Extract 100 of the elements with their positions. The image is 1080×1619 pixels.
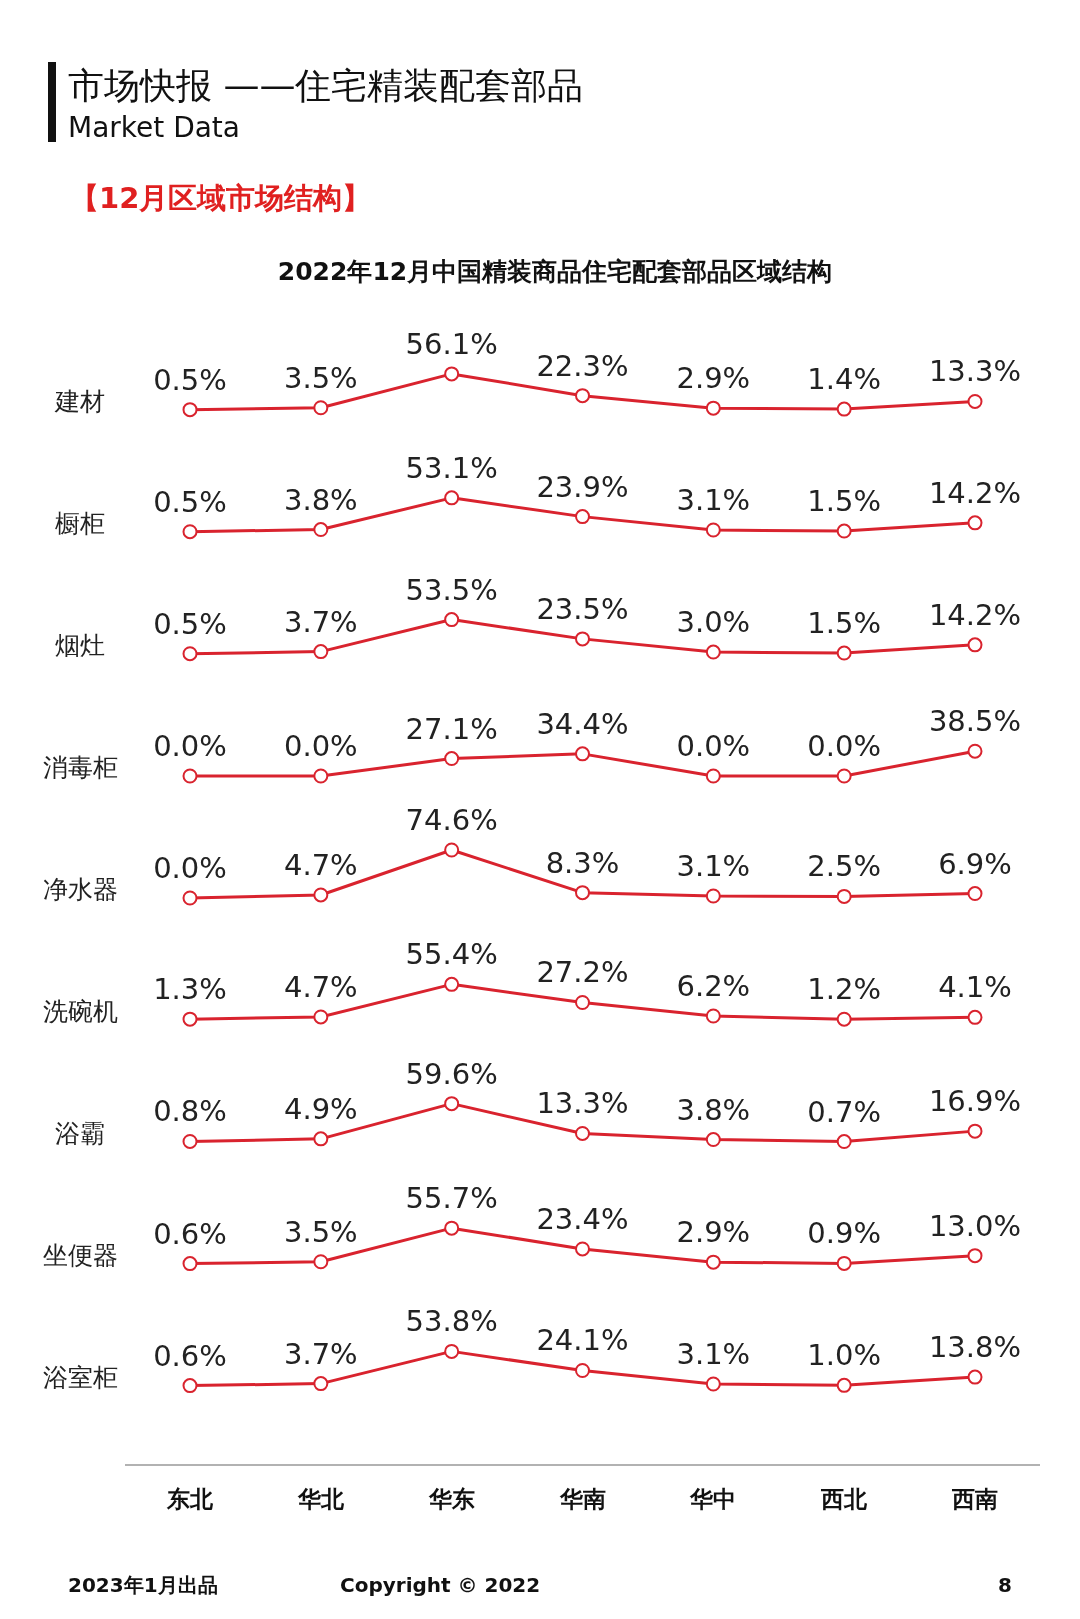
data-label: 24.1% bbox=[536, 1323, 629, 1358]
point bbox=[313, 1009, 329, 1025]
point bbox=[444, 490, 460, 506]
data-label: 0.0% bbox=[676, 729, 751, 763]
data-label: 4.7% bbox=[283, 847, 358, 882]
point bbox=[575, 1362, 590, 1378]
point bbox=[313, 522, 329, 538]
data-label: 4.9% bbox=[283, 1091, 358, 1126]
data-label: 0.6% bbox=[153, 1216, 227, 1251]
data-label: 3.5% bbox=[283, 1214, 358, 1249]
y-axis-title: 净水器 bbox=[42, 875, 118, 904]
data-label: 0.0% bbox=[283, 729, 358, 763]
point bbox=[313, 887, 329, 903]
point bbox=[182, 402, 198, 418]
chart-title: 2022年12月中国精装商品住宅配套部品区域结构 bbox=[277, 257, 833, 286]
point bbox=[967, 743, 983, 759]
point bbox=[575, 1125, 590, 1141]
point bbox=[444, 366, 460, 382]
y-axis-title: 浴室柜 bbox=[42, 1363, 118, 1392]
data-label: 3.0% bbox=[676, 605, 751, 640]
x-tick-label: 华中 bbox=[689, 1486, 737, 1512]
data-label: 2.5% bbox=[807, 849, 882, 884]
data-label: 13.8% bbox=[928, 1330, 1022, 1365]
data-label: 27.1% bbox=[405, 711, 498, 746]
point bbox=[967, 886, 983, 902]
data-label: 3.7% bbox=[283, 604, 358, 639]
text: 市场快报 ——住宅精装配套部品 bbox=[68, 65, 584, 106]
point bbox=[575, 509, 590, 525]
data-label: 23.9% bbox=[536, 469, 629, 504]
text: 8 bbox=[998, 1573, 1012, 1597]
y-axis-title: 洗碗机 bbox=[42, 997, 118, 1026]
y-axis-title: 坐便器 bbox=[42, 1241, 118, 1270]
point bbox=[967, 1369, 983, 1385]
text: 【12月区域市场结构】 bbox=[70, 181, 372, 215]
data-label: 23.5% bbox=[536, 591, 629, 626]
data-label: 6.9% bbox=[938, 846, 1012, 881]
point bbox=[444, 1096, 460, 1112]
point bbox=[836, 523, 852, 539]
x-tick-label: 华北 bbox=[296, 1486, 345, 1512]
point bbox=[705, 888, 721, 904]
point bbox=[705, 1376, 721, 1392]
point bbox=[313, 768, 329, 784]
data-label: 0.0% bbox=[153, 851, 227, 885]
point bbox=[836, 401, 852, 417]
point bbox=[182, 1011, 198, 1027]
point bbox=[836, 1134, 852, 1150]
data-label: 55.4% bbox=[405, 937, 498, 972]
point bbox=[575, 885, 590, 901]
x-tick-label: 西南 bbox=[951, 1486, 998, 1512]
data-label: 59.6% bbox=[405, 1056, 498, 1091]
data-label: 1.0% bbox=[807, 1338, 882, 1373]
point bbox=[575, 1241, 590, 1257]
data-label: 6.2% bbox=[676, 969, 751, 1004]
y-axis-title: 烟灶 bbox=[55, 631, 105, 660]
point bbox=[182, 768, 198, 784]
point bbox=[182, 1378, 198, 1394]
data-label: 2.9% bbox=[676, 361, 751, 396]
data-label: 1.4% bbox=[807, 362, 882, 397]
x-tick-label: 东北 bbox=[166, 1486, 214, 1512]
data-label: 0.5% bbox=[153, 484, 227, 519]
data-label: 3.8% bbox=[283, 482, 358, 517]
data-label: 74.6% bbox=[405, 803, 498, 837]
point bbox=[705, 1254, 721, 1270]
data-label: 3.7% bbox=[283, 1336, 358, 1371]
data-label: 3.5% bbox=[283, 360, 358, 395]
point bbox=[836, 888, 852, 904]
point bbox=[705, 644, 721, 660]
point bbox=[575, 631, 590, 647]
data-label: 0.0% bbox=[807, 729, 882, 763]
data-label: 0.8% bbox=[153, 1094, 227, 1129]
point bbox=[313, 400, 329, 416]
point bbox=[182, 1133, 198, 1149]
data-label: 0.9% bbox=[807, 1216, 882, 1251]
point bbox=[836, 1011, 852, 1027]
point bbox=[182, 524, 198, 540]
data-label: 13.3% bbox=[928, 354, 1022, 389]
data-label: 34.4% bbox=[536, 706, 629, 741]
point bbox=[967, 637, 983, 653]
point bbox=[705, 522, 721, 538]
y-axis-title: 消毒柜 bbox=[42, 753, 118, 782]
point bbox=[444, 751, 460, 767]
data-label: 38.5% bbox=[928, 704, 1022, 739]
point bbox=[444, 1343, 460, 1359]
point bbox=[967, 393, 983, 409]
data-label: 3.8% bbox=[676, 1092, 751, 1127]
point bbox=[182, 890, 198, 906]
point bbox=[313, 1376, 329, 1392]
text: Copyright © 2022 bbox=[340, 1573, 541, 1597]
point bbox=[575, 995, 590, 1010]
data-label: 4.7% bbox=[283, 969, 358, 1004]
data-label: 8.3% bbox=[545, 845, 620, 880]
data-label: 53.5% bbox=[405, 572, 498, 607]
data-label: 27.2% bbox=[536, 955, 629, 990]
data-label: 22.3% bbox=[536, 348, 629, 383]
data-label: 3.1% bbox=[676, 849, 751, 884]
data-label: 1.5% bbox=[807, 606, 882, 641]
data-label: 3.1% bbox=[676, 483, 751, 518]
data-label: 0.0% bbox=[153, 729, 227, 763]
point bbox=[967, 1123, 983, 1139]
y-axis-title: 浴霸 bbox=[55, 1119, 105, 1148]
